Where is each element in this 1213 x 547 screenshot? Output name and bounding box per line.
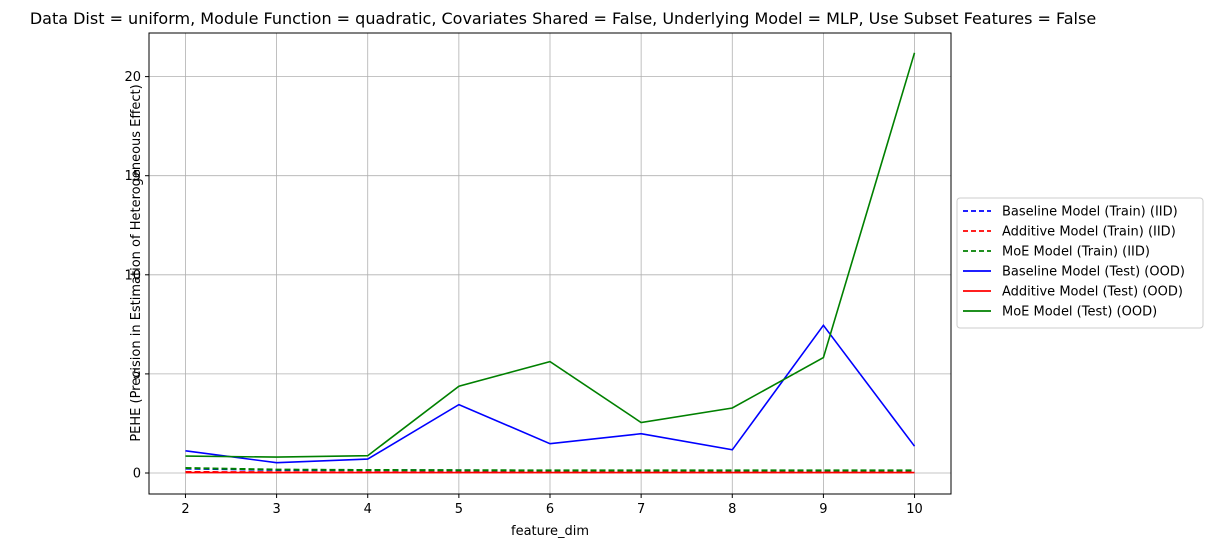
y-axis-label: PEHE (Precision in Estimation of Heterog… <box>129 84 144 441</box>
y-tick-label: 15 <box>124 169 141 184</box>
chart-title: Data Dist = uniform, Module Function = q… <box>30 9 1096 28</box>
legend-label-5: MoE Model (Test) (OOD) <box>1002 305 1157 320</box>
y-tick-label: 5 <box>133 367 141 382</box>
legend-frame <box>956 197 1204 329</box>
x-tick-label: 8 <box>728 502 736 517</box>
legend-label-0: Baseline Model (Train) (IID) <box>1002 205 1178 220</box>
x-tick-label: 6 <box>546 502 554 517</box>
x-tick-label: 5 <box>455 502 463 517</box>
y-tick-label: 0 <box>133 466 141 481</box>
x-tick-label: 3 <box>272 502 280 517</box>
series-line-2 <box>185 467 915 472</box>
x-tick-label: 7 <box>637 502 645 517</box>
x-tick-label: 4 <box>364 502 372 517</box>
legend: Baseline Model (Train) (IID) Additive Mod… <box>956 197 1204 329</box>
series-line-3 <box>185 323 916 464</box>
y-tick-label: 20 <box>124 70 141 85</box>
legend-label-2: MoE Model (Train) (IID) <box>1002 245 1150 260</box>
plot-frame <box>148 32 952 495</box>
x-tick-label: 10 <box>906 502 923 517</box>
legend-label-1: Additive Model (Train) (IID) <box>1002 225 1176 240</box>
y-tick-label: 10 <box>124 268 141 283</box>
x-tick-label: 9 <box>819 502 827 517</box>
series-line-5 <box>185 52 916 458</box>
x-axis-label: feature_dim <box>511 524 589 539</box>
series-lines <box>185 52 916 474</box>
axis-ticks: 2 3 4 5 6 7 8 9 10 0 5 10 15 20 <box>124 70 922 517</box>
x-tick-label: 2 <box>181 502 189 517</box>
legend-label-4: Additive Model (Test) (OOD) <box>1002 285 1183 300</box>
legend-label-3: Baseline Model (Test) (OOD) <box>1002 265 1185 280</box>
